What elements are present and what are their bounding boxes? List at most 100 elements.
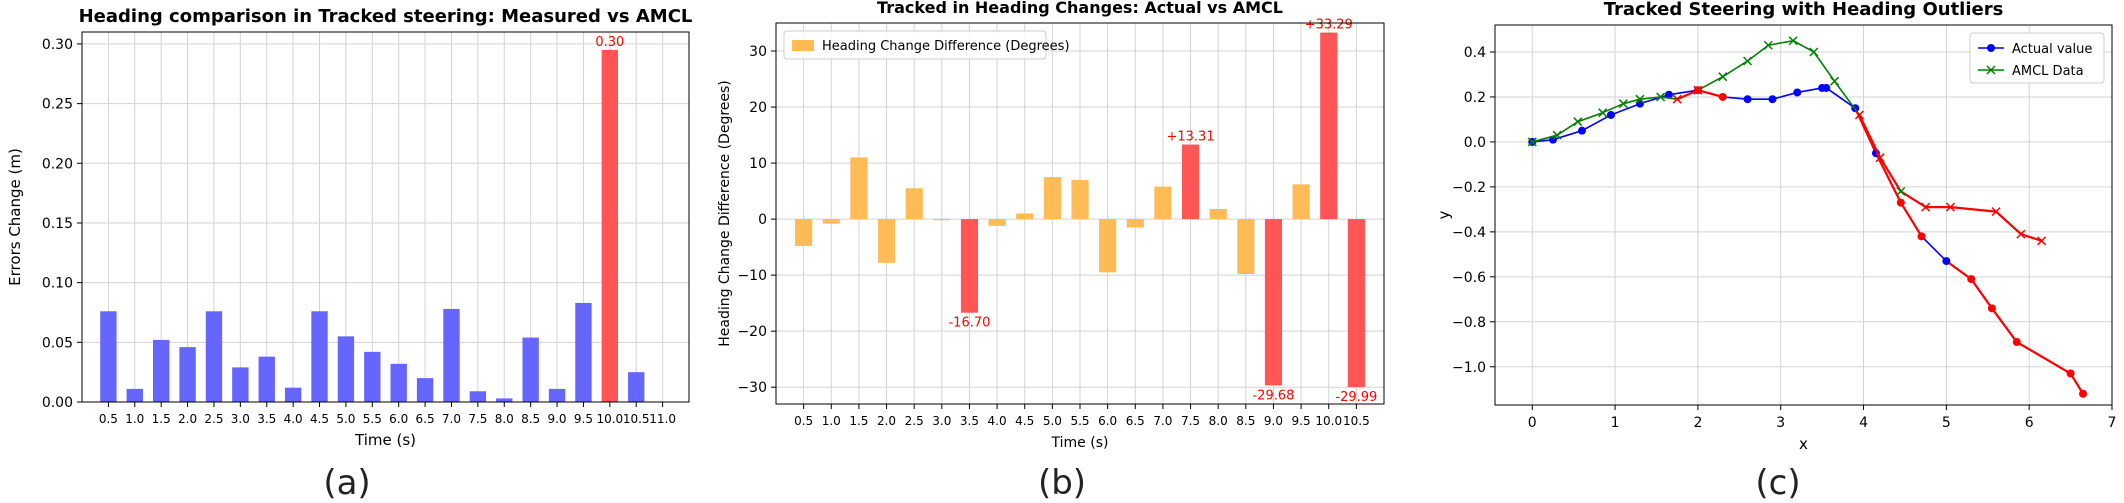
- x-tick-label: 11.0: [649, 412, 676, 426]
- outlier-point: [1991, 207, 2001, 217]
- marker-stroke: [1743, 56, 1753, 66]
- line-segment: [1556, 120, 1579, 136]
- plot-frame: [81, 31, 690, 403]
- x-tick-label: 7.0: [442, 412, 461, 426]
- x-tick-label: 5.5: [363, 412, 382, 426]
- legend-box: [783, 30, 1047, 60]
- chart-title: Tracked Steering with Heading Outliers: [1604, 0, 2004, 20]
- y-tick-label: 0.10: [42, 276, 73, 292]
- x-tick-label: 1.5: [849, 414, 868, 428]
- legend: Actual value AMCL Data: [1969, 32, 2105, 84]
- data-point: [1830, 76, 1840, 86]
- bar: [905, 188, 923, 220]
- marker-stroke: [1921, 202, 1931, 212]
- y-tick-label: 0.15: [42, 216, 73, 232]
- x-tick-label: 10.0: [596, 412, 623, 426]
- data-point: [1768, 95, 1777, 104]
- x-tick-label: 4.5: [310, 412, 329, 426]
- y-tick-label: 0.00: [42, 395, 73, 411]
- x-tick-label: 7.0: [1153, 414, 1172, 428]
- bar: [152, 339, 170, 402]
- marker-stroke: [1672, 94, 1682, 104]
- x-tick-label: 5: [1942, 415, 1951, 431]
- bar: [1292, 184, 1310, 220]
- outlier-point: [1672, 94, 1682, 104]
- x-tick-label: 3.0: [231, 412, 250, 426]
- outlier-point: [2079, 389, 2088, 398]
- line-segment: [1601, 102, 1625, 114]
- bar: [1099, 219, 1117, 273]
- y-tick-label: −0.2: [1452, 180, 1486, 196]
- x-tick-label: 3.5: [960, 414, 979, 428]
- legend-swatch: [792, 40, 814, 51]
- x-tick-label: 7.5: [1181, 414, 1200, 428]
- bar: [522, 337, 539, 402]
- bar: [988, 219, 1006, 226]
- x-tick-label: 0.5: [794, 414, 813, 428]
- bar: [575, 302, 592, 402]
- x-axis-label: x: [1799, 435, 1808, 453]
- marker-stroke: [2037, 236, 2047, 246]
- marker-stroke: [1763, 40, 1773, 50]
- line-segment: [1622, 98, 1641, 105]
- bar: [1154, 186, 1172, 220]
- data-point: [1718, 72, 1728, 82]
- bar-highlight: [960, 219, 979, 313]
- marker-stroke: [1618, 99, 1628, 109]
- marker-stroke: [1896, 186, 1906, 196]
- bar: [179, 347, 196, 402]
- line-segment: [1767, 39, 1794, 47]
- y-tick-label: 20: [749, 100, 767, 116]
- x-tick-label: 1.5: [152, 412, 171, 426]
- x-tick-label: 2.0: [178, 412, 197, 426]
- legend-label: AMCL Data: [2012, 64, 2084, 79]
- marker-stroke: [1718, 72, 1728, 82]
- marker-stroke: [1809, 47, 1819, 57]
- bar: [1126, 219, 1144, 228]
- outlier-segment: [1945, 259, 1973, 281]
- line-segment: [1577, 111, 1604, 123]
- marker-stroke: [1527, 137, 1537, 147]
- x-tick-label: 0.5: [99, 412, 118, 426]
- chart-c: Tracked Steering with Heading Outliers 0 1…: [1435, 0, 2116, 453]
- outlier-segment: [1970, 277, 1994, 310]
- x-tick-label: 0: [1528, 415, 1537, 431]
- bar: [443, 308, 460, 402]
- x-tick-label: 9.0: [1264, 414, 1283, 428]
- y-tick-label: −20: [737, 324, 767, 340]
- bar: [100, 311, 117, 402]
- data-point: [1822, 83, 1831, 92]
- y-tick-label: −1.0: [1452, 360, 1486, 376]
- x-tick-label: 8.5: [521, 412, 540, 426]
- line-segment: [1920, 235, 1948, 262]
- x-tick-label: 10.5: [623, 412, 650, 426]
- data-point: [1606, 110, 1615, 119]
- bar: [311, 311, 328, 402]
- y-tick-label: 30: [749, 44, 767, 60]
- line-segment: [1531, 134, 1558, 143]
- line-segment: [1659, 96, 1679, 101]
- line-segment: [1552, 129, 1583, 141]
- line-segment: [1833, 80, 1861, 116]
- legend-label: Heading Change Difference (Degrees): [822, 39, 1070, 54]
- x-tick-label: 7: [2108, 415, 2117, 431]
- line-segment: [1639, 96, 1662, 101]
- x-tick-label: 9.5: [574, 412, 593, 426]
- x-tick-label: 1.0: [125, 412, 144, 426]
- bar: [284, 387, 302, 402]
- y-tick-label: 0.05: [42, 335, 73, 351]
- outlier-segment: [1874, 152, 1902, 204]
- y-tick-label: −0.6: [1452, 270, 1486, 286]
- data-point: [1896, 186, 1906, 196]
- panel-label-b: (b): [1038, 463, 1086, 503]
- y-tick-label: −0.4: [1452, 225, 1486, 241]
- x-tick-label: 2: [1693, 415, 1702, 431]
- x-tick-label: 4.5: [1015, 414, 1034, 428]
- bar: [933, 219, 951, 221]
- outlier-point: [1875, 153, 1885, 163]
- x-tick-label: 4.0: [284, 412, 303, 426]
- line-segment: [1796, 87, 1823, 94]
- marker-stroke: [1598, 108, 1608, 118]
- outlier-segment: [1879, 156, 1902, 193]
